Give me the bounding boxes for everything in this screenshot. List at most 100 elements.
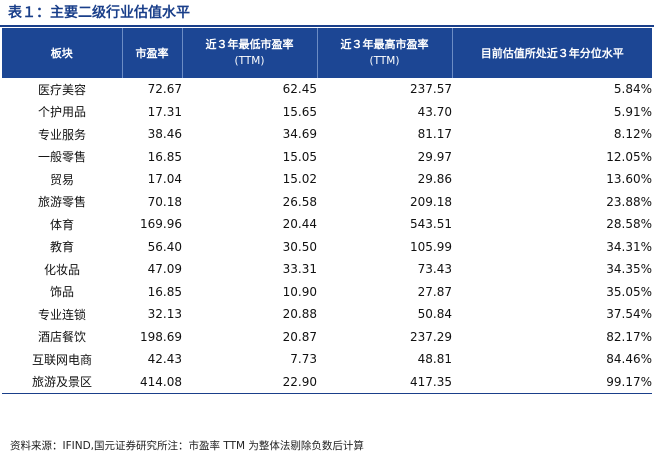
- header-pe-label: 市盈率: [135, 46, 169, 60]
- percentile-cell: 28.58%: [606, 217, 652, 232]
- table-body: 医疗美容 72.67 62.45 237.57 5.84% 个护用品 17.31 15.65 4…: [2, 78, 652, 394]
- sector-name-cell: 贸易: [49, 172, 74, 187]
- pe-cell: 72.67: [147, 82, 182, 97]
- percentile-cell: 13.60%: [606, 172, 652, 187]
- min-pe-cell: 20.88: [282, 307, 317, 322]
- pe-cell: 414.08: [122, 370, 182, 394]
- table-row: 专业服务 38.46 34.69 81.17 8.12%: [2, 123, 652, 146]
- valuation-table: 板块 市盈率 近３年最低市盈率 (TTM) 近３年最高市盈率 (TTM) 目前估值所…: [2, 28, 652, 394]
- percentile-cell: 34.35%: [606, 262, 652, 277]
- header-max-pe-label: 近３年最高市盈率: [340, 38, 429, 51]
- sector-name-cell: 一般零售: [37, 150, 86, 165]
- header-sector: 板块: [2, 28, 123, 78]
- pe-cell: 17.31: [147, 104, 182, 119]
- min-pe-cell: 20.87: [282, 329, 317, 344]
- min-pe-cell: 7.73: [290, 352, 317, 367]
- max-pe-cell: 209.18: [410, 194, 452, 209]
- header-pe: 市盈率: [122, 28, 183, 78]
- max-pe-cell: 73.43: [417, 262, 452, 277]
- max-pe-cell: 48.81: [417, 352, 452, 367]
- min-pe-cell: 15.02: [282, 172, 317, 187]
- min-pe-cell: 34.69: [282, 127, 317, 142]
- max-pe-cell: 50.84: [417, 307, 452, 322]
- header-max-pe: 近３年最高市盈率 (TTM): [317, 28, 453, 78]
- min-pe-cell: 62.45: [282, 82, 317, 97]
- max-pe-cell: 237.29: [410, 329, 452, 344]
- max-pe-cell: 105.99: [410, 239, 452, 254]
- percentile-cell: 34.31%: [606, 239, 652, 254]
- sector-name-cell: 医疗美容: [37, 82, 86, 97]
- table-row: 专业连锁 32.13 20.88 50.84 37.54%: [2, 303, 652, 326]
- table-row: 医疗美容 72.67 62.45 237.57 5.84%: [2, 78, 652, 101]
- percentile-cell: 12.05%: [606, 149, 652, 164]
- sector-name-cell: 互联网电商: [31, 352, 92, 367]
- min-pe-cell: 15.65: [282, 104, 317, 119]
- sector-name-cell: 专业服务: [37, 127, 86, 142]
- pe-cell: 32.13: [147, 307, 182, 322]
- table-row: 教育 56.40 30.50 105.99 34.31%: [2, 236, 652, 259]
- sector-name-cell: 酒店餐饮: [37, 330, 86, 345]
- percentile-cell: 99.17%: [452, 370, 652, 394]
- min-pe-cell: 26.58: [282, 194, 317, 209]
- sector-name-cell: 教育: [49, 240, 74, 255]
- source-note: 资料来源：IFIND,国元证券研究所注：市盈率 TTM 为整体法剔除负数后计算: [10, 440, 364, 452]
- min-pe-cell: 22.90: [182, 370, 317, 394]
- pe-cell: 169.96: [140, 217, 182, 232]
- min-pe-cell: 30.50: [282, 239, 317, 254]
- pe-cell: 198.69: [140, 329, 182, 344]
- pe-cell: 38.46: [147, 127, 182, 142]
- sector-name-cell: 化妆品: [43, 262, 80, 277]
- min-pe-cell: 33.31: [282, 262, 317, 277]
- header-min-pe-ttm: (TTM): [234, 55, 265, 67]
- percentile-cell: 37.54%: [606, 307, 652, 322]
- header-max-pe-ttm: (TTM): [369, 55, 400, 67]
- table-row: 一般零售 16.85 15.05 29.97 12.05%: [2, 146, 652, 169]
- header-min-pe: 近３年最低市盈率 (TTM): [182, 28, 318, 78]
- max-pe-cell: 29.86: [417, 172, 452, 187]
- pe-cell: 47.09: [147, 262, 182, 277]
- table-row: 个护用品 17.31 15.65 43.70 5.91%: [2, 101, 652, 124]
- table-row: 饰品 16.85 10.90 27.87 35.05%: [2, 281, 652, 304]
- min-pe-cell: 10.90: [282, 284, 317, 299]
- min-pe-cell: 15.05: [282, 149, 317, 164]
- header-percentile: 目前估值所处近３年分位水平: [452, 28, 652, 78]
- table-row: 化妆品 47.09 33.31 73.43 34.35%: [2, 258, 652, 281]
- header-sector-label: 板块: [50, 46, 73, 60]
- max-pe-cell: 417.35: [317, 370, 452, 394]
- percentile-cell: 84.46%: [606, 352, 652, 367]
- pe-cell: 56.40: [147, 239, 182, 254]
- table-header-row: 板块 市盈率 近３年最低市盈率 (TTM) 近３年最高市盈率 (TTM) 目前估值所…: [2, 28, 652, 78]
- percentile-cell: 5.84%: [613, 82, 652, 97]
- pe-cell: 17.04: [147, 172, 182, 187]
- table-row: 旅游及景区 414.08 22.90 417.35 99.17%: [2, 370, 652, 394]
- sector-name-cell: 专业连锁: [37, 307, 86, 322]
- min-pe-cell: 20.44: [282, 217, 317, 232]
- sector-name-cell: 旅游及景区: [2, 370, 122, 394]
- percentile-cell: 5.91%: [613, 104, 652, 119]
- max-pe-cell: 29.97: [417, 149, 452, 164]
- pe-cell: 16.85: [147, 284, 182, 299]
- sector-name-cell: 个护用品: [37, 105, 86, 120]
- pe-cell: 42.43: [147, 352, 182, 367]
- title-divider: [0, 25, 654, 27]
- header-percentile-label: 目前估值所处近３年分位水平: [480, 46, 624, 60]
- table-title: 表１：主要二级行业估值水平: [8, 5, 190, 21]
- max-pe-cell: 237.57: [410, 82, 452, 97]
- table-row: 体育 169.96 20.44 543.51 28.58%: [2, 213, 652, 236]
- percentile-cell: 35.05%: [606, 284, 652, 299]
- max-pe-cell: 81.17: [417, 127, 452, 142]
- table-row: 酒店餐饮 198.69 20.87 237.29 82.17%: [2, 326, 652, 349]
- percentile-cell: 82.17%: [606, 329, 652, 344]
- table-row: 旅游零售 70.18 26.58 209.18 23.88%: [2, 191, 652, 214]
- max-pe-cell: 27.87: [417, 284, 452, 299]
- max-pe-cell: 543.51: [410, 217, 452, 232]
- table-row: 互联网电商 42.43 7.73 48.81 84.46%: [2, 348, 652, 371]
- percentile-cell: 8.12%: [613, 127, 652, 142]
- sector-name-cell: 旅游零售: [37, 195, 86, 210]
- header-min-pe-label: 近３年最低市盈率: [205, 38, 294, 51]
- max-pe-cell: 43.70: [417, 104, 452, 119]
- pe-cell: 70.18: [147, 194, 182, 209]
- sector-name-cell: 饰品: [49, 285, 74, 300]
- percentile-cell: 23.88%: [606, 194, 652, 209]
- sector-name-cell: 体育: [49, 217, 74, 232]
